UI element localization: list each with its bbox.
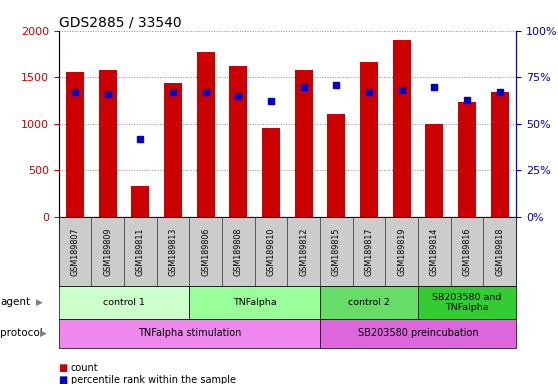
- Text: GSM189818: GSM189818: [496, 227, 504, 276]
- Text: SB203580 and
TNFalpha: SB203580 and TNFalpha: [432, 293, 502, 312]
- Text: control 1: control 1: [103, 298, 145, 307]
- Text: GSM189814: GSM189814: [430, 227, 439, 276]
- Bar: [262, 129, 280, 217]
- Text: GSM189808: GSM189808: [234, 227, 243, 276]
- Text: ▶: ▶: [40, 329, 47, 338]
- Text: GSM189817: GSM189817: [364, 227, 373, 276]
- Bar: [66, 72, 84, 217]
- Text: ■: ■: [59, 363, 68, 373]
- Text: GSM189819: GSM189819: [397, 227, 406, 276]
- Text: GSM189812: GSM189812: [299, 227, 308, 276]
- Text: SB203580 preincubation: SB203580 preincubation: [358, 328, 478, 338]
- Text: GSM189816: GSM189816: [463, 227, 472, 276]
- Text: count: count: [71, 363, 99, 373]
- Text: TNFalpha stimulation: TNFalpha stimulation: [138, 328, 241, 338]
- Text: ■: ■: [59, 375, 68, 384]
- Bar: [328, 114, 345, 217]
- Text: GSM189807: GSM189807: [70, 227, 79, 276]
- Text: GSM189810: GSM189810: [267, 227, 276, 276]
- Text: control 2: control 2: [348, 298, 390, 307]
- Text: ▶: ▶: [36, 298, 43, 307]
- Bar: [229, 66, 247, 217]
- Text: GSM189809: GSM189809: [103, 227, 112, 276]
- Bar: [196, 52, 215, 217]
- Text: TNFalpha: TNFalpha: [233, 298, 277, 307]
- Bar: [295, 70, 312, 217]
- Text: protocol: protocol: [0, 328, 43, 338]
- Text: GSM189806: GSM189806: [201, 227, 210, 276]
- Text: GSM189813: GSM189813: [169, 227, 177, 276]
- Text: percentile rank within the sample: percentile rank within the sample: [71, 375, 236, 384]
- Bar: [360, 62, 378, 217]
- Text: GSM189815: GSM189815: [332, 227, 341, 276]
- Text: agent: agent: [0, 297, 30, 308]
- Bar: [393, 40, 411, 217]
- Bar: [425, 124, 444, 217]
- Bar: [164, 83, 182, 217]
- Bar: [491, 92, 509, 217]
- Bar: [99, 70, 117, 217]
- Text: GDS2885 / 33540: GDS2885 / 33540: [59, 16, 181, 30]
- Text: GSM189811: GSM189811: [136, 227, 145, 276]
- Bar: [458, 103, 476, 217]
- Bar: [131, 186, 150, 217]
